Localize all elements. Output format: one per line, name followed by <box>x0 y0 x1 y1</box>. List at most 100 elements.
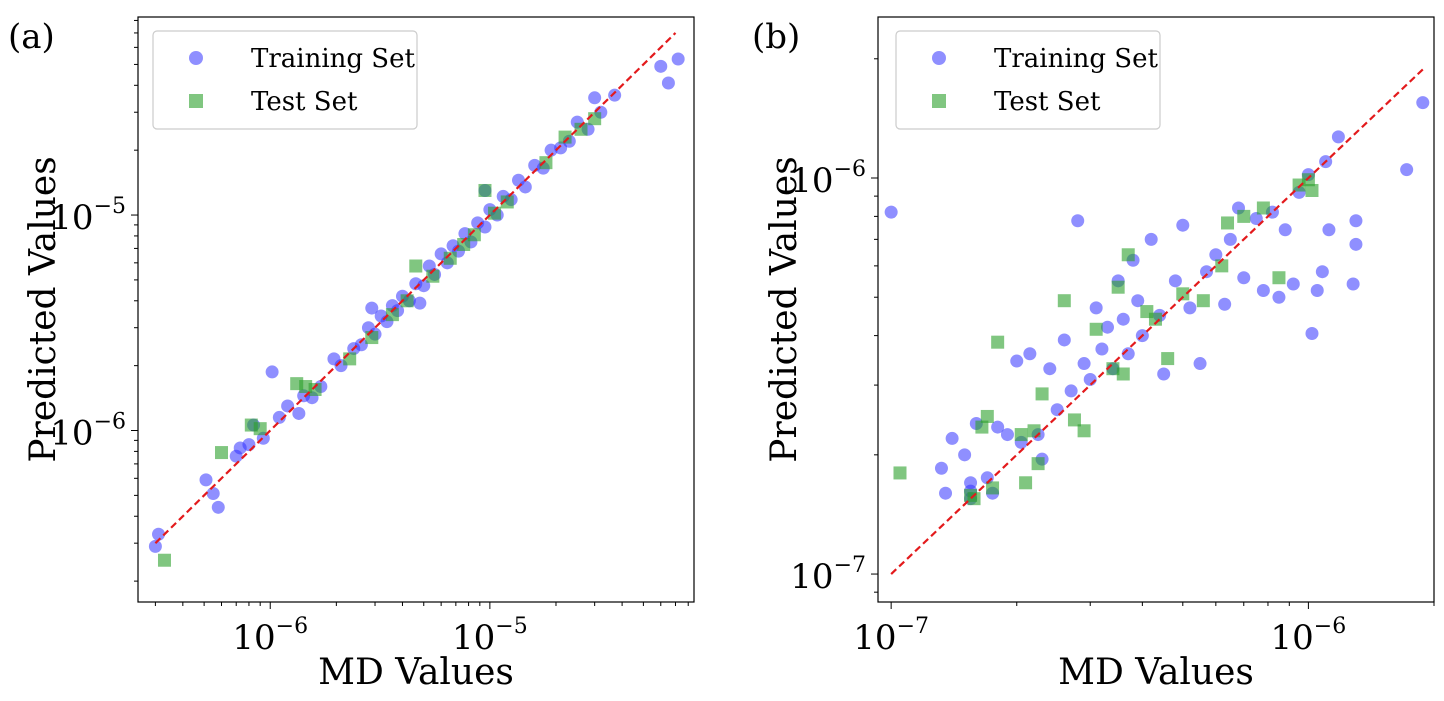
chart-a-training-point <box>199 473 213 487</box>
chart-b-test-point <box>1019 476 1033 490</box>
chart-a-y-axis-title: Predicted Values <box>23 156 64 462</box>
chart-b-training-point <box>1064 384 1078 398</box>
chart-b-test-point <box>1256 201 1270 215</box>
chart-a-test-point <box>588 112 602 126</box>
chart-b-legend: Training Set Test Set <box>895 30 1161 130</box>
chart-b-training-point <box>945 431 959 445</box>
chart-b-test-point <box>1031 457 1045 471</box>
chart-b-training-point <box>1416 96 1430 110</box>
chart-b-test-point <box>991 335 1005 349</box>
chart-b-training-point <box>1157 367 1171 381</box>
chart-b-training-point <box>1010 354 1024 368</box>
chart-b-training-point <box>1050 403 1064 417</box>
chart-b-training-point <box>1237 271 1251 285</box>
chart-b-test-point <box>1161 352 1175 366</box>
chart-b-test-point <box>1077 424 1091 438</box>
chart-a-training-point <box>365 301 379 315</box>
chart-b-training-point <box>1349 214 1363 228</box>
chart-a-legend-circle-marker <box>189 51 203 65</box>
chart-a-legend-label: Training Set <box>251 44 415 74</box>
chart-b-training-point <box>934 461 948 475</box>
chart-b-test-point <box>1237 209 1251 223</box>
chart-b-test-point <box>1089 322 1103 336</box>
chart-b-training-point <box>1331 130 1345 144</box>
chart-a-test-point <box>157 553 171 567</box>
chart-b-legend-square-marker <box>932 94 946 108</box>
chart-b-legend-circle-marker <box>932 51 946 65</box>
chart-a-panel-label: (a) <box>8 17 55 57</box>
chart-a-test-point <box>457 237 471 251</box>
chart-b-test-point <box>1305 183 1319 197</box>
chart-b-training-point <box>1144 232 1158 246</box>
chart-b-training-point <box>1089 301 1103 315</box>
chart-b-training-point <box>1223 232 1237 246</box>
chart-b-test-point <box>1121 248 1135 262</box>
chart-b-reference-line <box>890 66 1426 575</box>
chart-a-test-point <box>365 331 379 345</box>
chart-b-test-point <box>1057 294 1071 308</box>
chart-b-test-point <box>1067 413 1081 427</box>
chart-a-training-point <box>608 88 622 102</box>
chart-a-legend-label: Test Set <box>251 87 358 117</box>
chart-b-training-point <box>1346 277 1360 291</box>
chart-b-training-point <box>1095 342 1109 356</box>
chart-a-training-point <box>152 527 166 541</box>
chart-b-training-point <box>1256 283 1270 297</box>
chart-b-training-point <box>1322 223 1336 237</box>
chart-b-test-point <box>1196 294 1210 308</box>
chart-b-axes-frame <box>877 16 1435 603</box>
chart-a-test-point <box>488 206 502 220</box>
chart-b-series-test <box>893 173 1319 506</box>
chart-b-test-point <box>1272 271 1286 285</box>
chart-b-training-point <box>1057 333 1071 347</box>
chart-a-training-point <box>354 338 368 352</box>
chart-a-test-point <box>343 352 357 366</box>
chart-b-training-point <box>1000 428 1014 442</box>
chart-a-training-point <box>148 539 162 553</box>
chart-b-legend-label: Test Set <box>994 87 1101 117</box>
chart-b-test-point <box>893 466 907 480</box>
chart-a-x-tick-label: 10−5 <box>452 614 528 658</box>
chart-a-test-point <box>308 382 322 396</box>
chart-b-training-point <box>1023 347 1037 361</box>
chart-b-training-point <box>1176 218 1190 232</box>
chart-a-x-axis-title: MD Values <box>318 652 514 693</box>
chart-b-training-point <box>1249 212 1263 226</box>
chart-a-test-point <box>574 122 588 136</box>
chart-b-test-point <box>980 409 994 423</box>
chart-a-test-point <box>500 195 514 209</box>
chart-b-training-point <box>1315 265 1329 279</box>
chart-a-training-point <box>671 52 685 66</box>
chart-b-test-point <box>1148 312 1162 326</box>
chart-b-training-point <box>1305 326 1319 340</box>
chart-a-training-point <box>242 438 256 452</box>
chart-b-test-point <box>1014 428 1028 442</box>
chart-b-test-point <box>967 492 981 506</box>
chart-b-test-point <box>986 481 1000 495</box>
chart-a-training-point <box>272 410 286 424</box>
chart-b-test-point <box>1116 367 1130 381</box>
chart-a-legend-frame <box>152 30 418 130</box>
chart-a-legend: Training Set Test Set <box>152 30 418 130</box>
chart-b-training-point <box>1209 248 1223 262</box>
chart-a-y-tick-label: 10−6 <box>50 410 126 454</box>
chart-a-y-tick-label: 10−5 <box>50 194 126 238</box>
chart-b-training-point <box>1121 347 1135 361</box>
chart-b-panel-label: (b) <box>752 17 800 57</box>
chart-a-training-point <box>265 365 279 379</box>
chart-b-training-point <box>1100 320 1114 334</box>
chart-b-training-point <box>1400 163 1414 177</box>
chart-a-training-point <box>292 406 306 420</box>
chart-a-training-point <box>588 91 602 105</box>
chart-b: (b) 10−7 10−6 10−7 10−6 MD Values Predicted Va… <box>752 16 1435 693</box>
chart-b-training-point <box>1071 214 1085 228</box>
chart-b-test-point <box>1176 287 1190 301</box>
chart-b-training-point <box>1218 297 1232 311</box>
chart-a-test-point <box>539 156 553 170</box>
chart-b-training-point <box>1278 223 1292 237</box>
chart-b-training-point <box>1349 237 1363 251</box>
chart-a-ticks <box>131 19 689 609</box>
chart-a-test-point <box>400 294 414 308</box>
chart-a-plot-area <box>148 32 685 567</box>
chart-b-y-axis-title: Predicted Values <box>764 156 805 462</box>
